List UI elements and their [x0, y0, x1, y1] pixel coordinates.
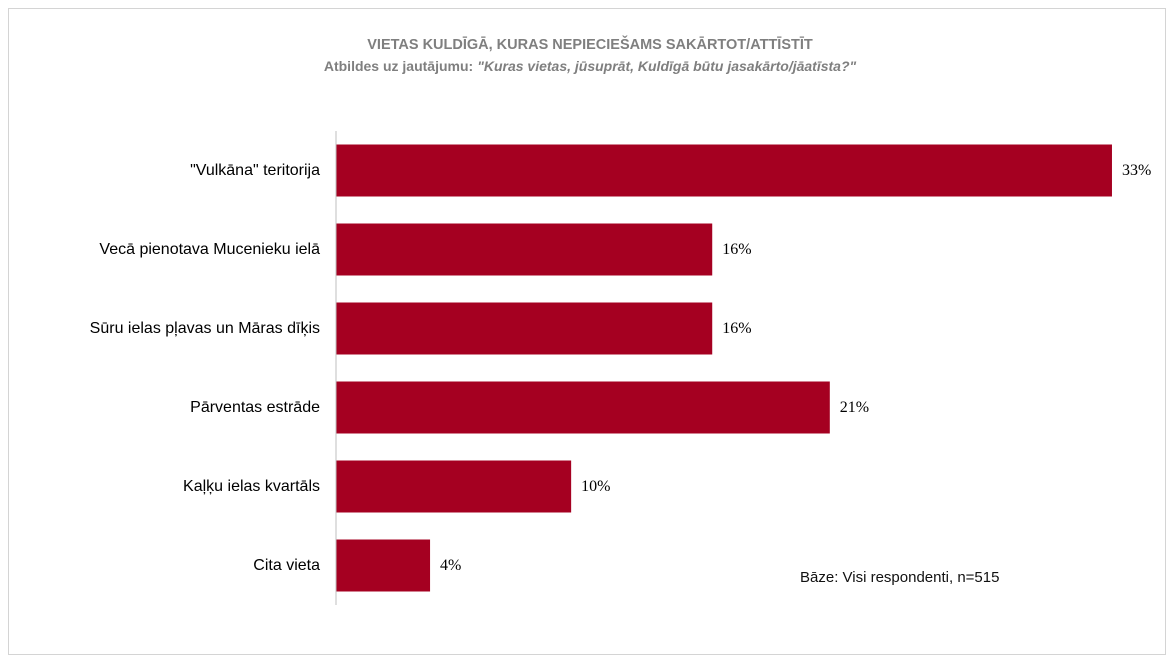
chart-title: VIETAS KULDĪGĀ, KURAS NEPIECIEŠAMS SAKĀR… — [367, 37, 813, 53]
bars-group — [336, 144, 1112, 592]
chart-subtitle: Atbildes uz jautājumu: "Kuras vietas, jūs… — [90, 57, 1090, 75]
bar-4 — [336, 381, 830, 434]
category-label-5: Kaļķu ielas kvartāls — [183, 478, 320, 495]
data-label-1: 33% — [1122, 162, 1151, 179]
chart-frame — [8, 8, 1166, 655]
base-note: Bāze: Visi respondenti, n=515 — [800, 569, 1000, 586]
category-label-4: Pārventas estrāde — [190, 399, 320, 416]
subtitle-lead: Atbildes uz jautājumu: — [323, 58, 474, 74]
category-labels-group: "Vulkāna" teritorija Vecā pienotava Mucen… — [90, 162, 320, 574]
bar-6 — [336, 539, 431, 592]
bar-5 — [336, 460, 572, 513]
data-label-5: 10% — [581, 478, 610, 495]
data-label-6: 4% — [440, 557, 461, 574]
subtitle-question: "Kuras vietas, jūsuprāt, Kuldīgā būtu ja… — [477, 58, 857, 74]
data-label-4: 21% — [840, 399, 869, 416]
data-labels-group: 33% 16% 16% 21% 10% 4% — [440, 162, 1151, 574]
bar-2 — [336, 223, 713, 276]
bar-1 — [336, 144, 1112, 197]
category-label-1: "Vulkāna" teritorija — [190, 162, 320, 179]
data-label-2: 16% — [722, 241, 751, 258]
category-label-6: Cita vieta — [253, 557, 320, 574]
category-label-2: Vecā pienotava Mucenieku ielā — [99, 241, 320, 258]
data-label-3: 16% — [722, 320, 751, 337]
bar-3 — [336, 302, 713, 355]
category-label-3: Sūru ielas pļavas un Māras dīķis — [90, 320, 320, 337]
